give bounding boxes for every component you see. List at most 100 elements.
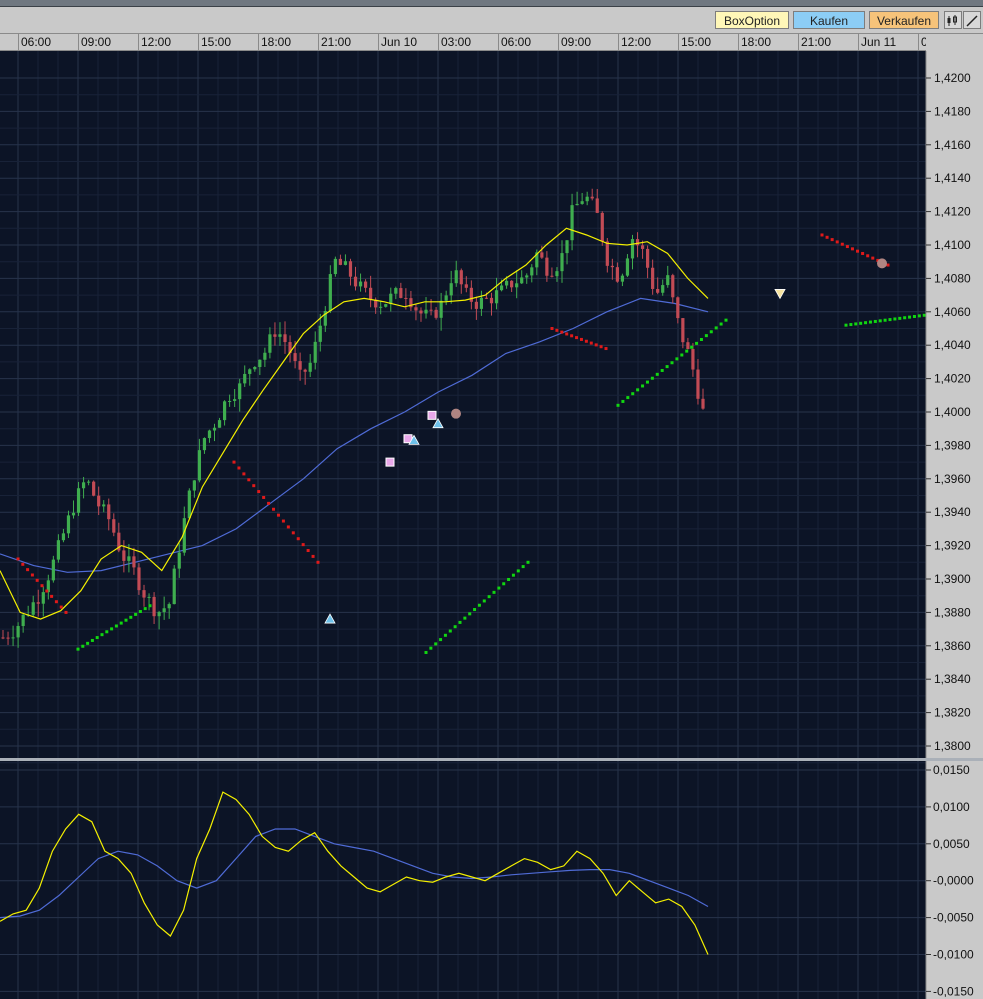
candle-body <box>233 399 237 401</box>
sar-dot <box>589 341 593 345</box>
candle-body <box>399 288 403 298</box>
candle-body <box>353 276 358 287</box>
candle-body <box>157 612 161 617</box>
time-axis-label: 21:00 <box>321 35 352 49</box>
time-axis-tick <box>918 34 919 50</box>
sar-dot <box>599 345 603 349</box>
price-axis-label: 1,3840 <box>934 672 971 686</box>
sar-dot <box>621 399 625 403</box>
candle-body <box>605 241 609 266</box>
candle-body <box>202 438 207 451</box>
sar-dot <box>709 330 713 334</box>
sar-dot <box>424 650 428 654</box>
candle-body <box>676 297 680 319</box>
candle-body <box>646 248 650 268</box>
chart-toolbar: BoxOption Kaufen Verkaufen <box>0 7 983 34</box>
price-axis-label: 1,3980 <box>934 438 971 452</box>
plot-background <box>0 51 926 999</box>
time-axis-tick <box>138 34 139 50</box>
time-axis-label: Jun 11 <box>861 35 897 49</box>
sar-dot <box>252 484 256 488</box>
sar-dot <box>873 319 877 323</box>
time-axis-label: 09:00 <box>81 35 112 49</box>
sar-dot <box>119 621 123 625</box>
candle-body <box>535 252 539 268</box>
sar-dot <box>555 328 559 332</box>
candle-body <box>681 318 685 343</box>
sar-dot <box>242 472 246 476</box>
grid-lines <box>0 51 926 999</box>
sar-dot <box>59 605 63 609</box>
candle-body <box>36 602 40 604</box>
sar-dot <box>50 594 54 598</box>
price-axis-label: 1,3940 <box>934 505 971 519</box>
sar-dot <box>434 642 438 646</box>
candle-body <box>414 307 418 311</box>
sar-dot <box>866 254 870 258</box>
sar-dot <box>110 627 114 631</box>
candlestick-chart-icon[interactable] <box>944 11 962 29</box>
signal-marker-triangle-up <box>324 613 336 624</box>
candle-body <box>192 480 196 491</box>
sar-dot <box>871 256 875 260</box>
sar-dot <box>844 323 848 327</box>
sar-dot <box>575 336 579 340</box>
price-axis-label: 1,4040 <box>934 338 971 352</box>
sar-dot <box>497 586 501 590</box>
sar-dot <box>888 318 892 322</box>
sar-dot <box>507 577 511 581</box>
axis-corner <box>926 34 983 51</box>
sar-dot <box>473 608 477 612</box>
time-axis-label: 03:00 <box>441 35 472 49</box>
candle-body <box>338 258 343 265</box>
boxoption-button[interactable]: BoxOption <box>715 11 789 29</box>
time-axis-label: 15:00 <box>201 35 232 49</box>
sar-dot <box>90 638 94 642</box>
sar-dot <box>825 235 829 239</box>
time-axis-label: 0 <box>921 35 926 49</box>
signal-marker-triangle-down <box>774 289 786 300</box>
sar-dot <box>296 537 300 541</box>
candle-body <box>494 290 499 304</box>
candle-body <box>454 270 458 284</box>
price-axis-panel <box>926 51 983 999</box>
price-axis-label: 1,4000 <box>934 405 971 419</box>
candle-body <box>248 369 252 374</box>
buy-button[interactable]: Kaufen <box>793 11 865 29</box>
candle-body <box>444 295 448 301</box>
price-axis-label: 1,3920 <box>934 539 971 553</box>
panel-separator[interactable] <box>0 758 983 761</box>
sar-dot <box>105 630 109 634</box>
candle-body <box>545 257 549 276</box>
sar-dot <box>724 318 728 322</box>
sar-dot <box>267 501 271 505</box>
candle-body <box>464 284 468 288</box>
oscillator-axis-label: 0,0150 <box>933 763 970 777</box>
draw-line-icon[interactable] <box>963 11 981 29</box>
sar-dot <box>281 519 285 523</box>
candle-body <box>318 325 322 342</box>
candle-body <box>283 334 287 343</box>
signal-marker-square <box>427 410 437 420</box>
sar-dot <box>257 490 261 494</box>
time-axis-label: 18:00 <box>741 35 772 49</box>
moving-average-fast-line <box>0 227 709 620</box>
candle-body <box>137 567 141 591</box>
price-axis-label: 1,4160 <box>934 138 971 152</box>
candle-body <box>439 300 443 318</box>
time-axis-label: 21:00 <box>801 35 832 49</box>
candle-body <box>238 383 242 400</box>
sar-dot <box>482 599 486 603</box>
candle-body <box>530 267 534 276</box>
sell-button[interactable]: Verkaufen <box>869 11 939 29</box>
signal-markers <box>324 258 887 624</box>
candle-body <box>555 271 559 277</box>
oscillator-axis-label: -0,0000 <box>933 874 974 888</box>
sar-dot <box>695 341 699 345</box>
candle-body <box>671 275 675 298</box>
time-axis-label: 06:00 <box>501 35 532 49</box>
sar-dot <box>830 238 834 242</box>
candle-body <box>303 369 307 372</box>
sar-dot <box>680 353 684 357</box>
time-axis-tick <box>618 34 619 50</box>
